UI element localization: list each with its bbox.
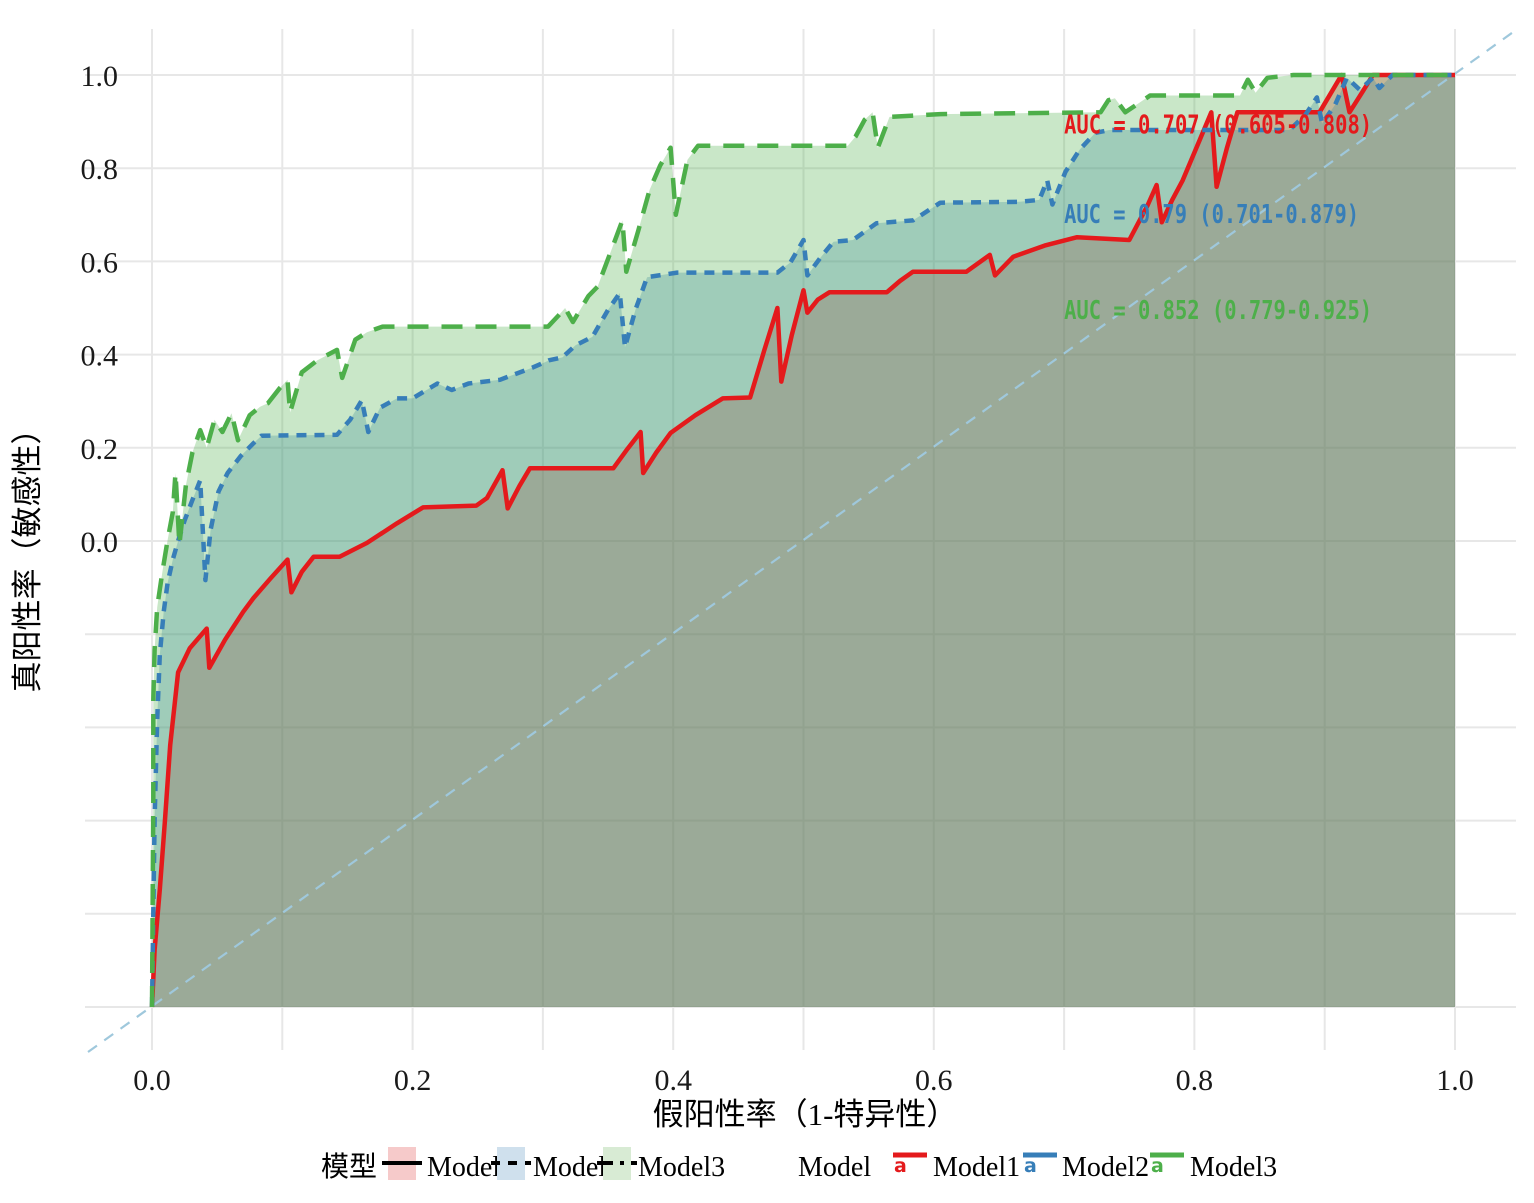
legend-key-a-blue: a: [1024, 1155, 1037, 1177]
curve-model1: [149, 72, 1455, 1008]
legend-color-title: Model: [798, 1152, 871, 1183]
legend-key-a-red: a: [894, 1155, 907, 1177]
y-tick-label-3: 0.4: [81, 340, 119, 373]
fill-model3: [152, 75, 1455, 1007]
legend-entry-color-model2: a Model2: [1023, 1152, 1149, 1183]
x-tick-label-4: 0.8: [1176, 1064, 1214, 1097]
y-tick-label-4: 0.2: [81, 433, 119, 466]
legend-key-a-green: a: [1151, 1155, 1164, 1177]
fill-model2: [152, 75, 1455, 1007]
x-axis-title: 假阳性率（1-特异性）: [653, 1097, 958, 1132]
y-axis-title: 真阳性率（敏感性）: [10, 414, 45, 693]
x-tick-label-0: 0.0: [133, 1064, 171, 1097]
y-tick-label-0: 1.0: [81, 60, 119, 93]
auc-annotation-2: AUC = 0.852 (0.779-0.925): [1064, 296, 1372, 326]
area-fills: [152, 75, 1455, 1007]
legend-label-color-model2: Model2: [1062, 1152, 1149, 1183]
x-axis-tick-labels: 0.0 0.2 0.4 0.6 0.8 1.0: [133, 1064, 1474, 1097]
legend-label-model3: Model3: [638, 1152, 725, 1183]
diagonal-reference-line: [87, 29, 1517, 1053]
roc-curves: [149, 72, 1455, 1008]
x-tick-label-3: 0.6: [915, 1064, 953, 1097]
y-tick-label-1: 0.8: [81, 153, 119, 186]
x-tick-label-5: 1.0: [1436, 1064, 1474, 1097]
legend-entry-color-model3: a Model3: [1150, 1152, 1277, 1183]
y-tick-label-2: 0.6: [81, 246, 119, 279]
curve-model2: [149, 72, 1455, 1008]
y-axis-tick-labels: 1.0 0.8 0.6 0.4 0.2 0.0: [81, 60, 119, 559]
fill-model1: [152, 75, 1455, 1007]
curve-model3: [149, 72, 1455, 1008]
x-tick-label-2: 0.4: [654, 1064, 692, 1097]
diagonal-reference: [87, 29, 1517, 1053]
gridlines: [85, 29, 1516, 1050]
auc-annotation-0: AUC = 0.707 (0.605-0.808): [1064, 110, 1372, 140]
legend-entry-fill-model3: Model3: [597, 1147, 725, 1183]
legend-entry-color-model1: a Model1: [893, 1152, 1020, 1183]
legend-label-color-model3: Model3: [1190, 1152, 1277, 1183]
auc-annotation-1: AUC = 0.79 (0.701-0.879): [1064, 200, 1359, 230]
legend-fill-title: 模型: [321, 1151, 377, 1183]
legend-label-color-model1: Model1: [933, 1152, 1020, 1183]
y-tick-label-5: 0.0: [81, 526, 119, 559]
x-tick-label-1: 0.2: [394, 1064, 432, 1097]
auc-annotations: AUC = 0.707 (0.605-0.808) AUC = 0.79 (0.7…: [1064, 110, 1372, 325]
legend: 模型 Model1 Model2 Model3 Model a Model1: [321, 1147, 1277, 1183]
